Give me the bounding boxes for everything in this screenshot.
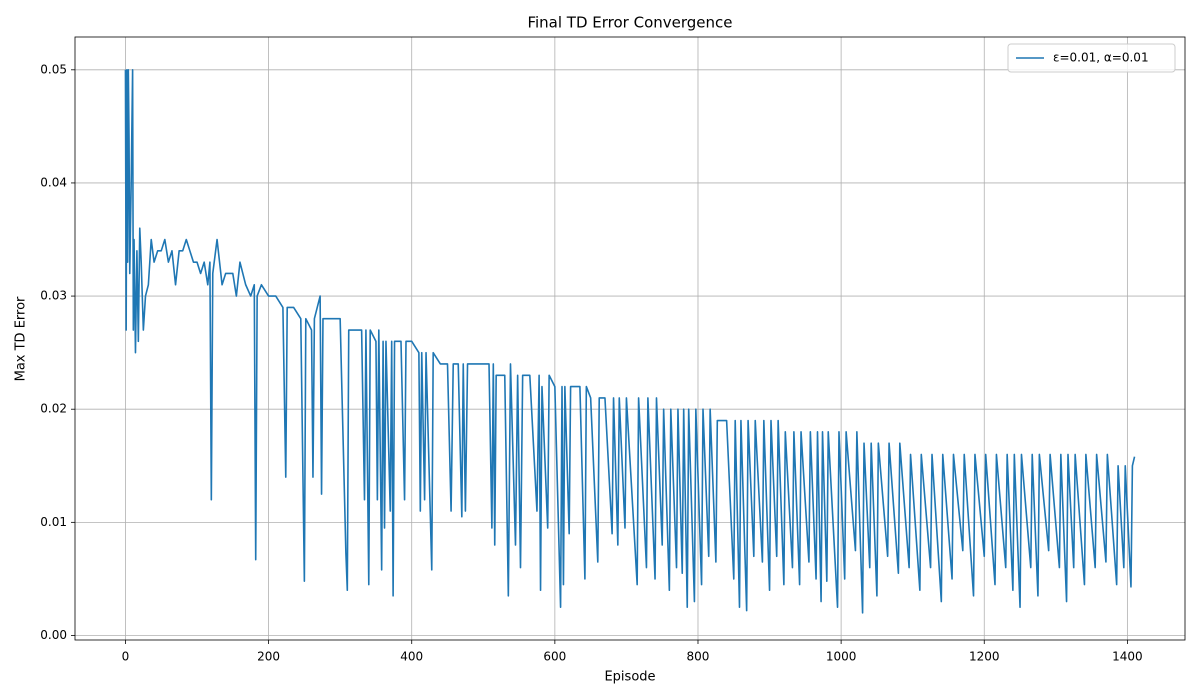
x-tick-label: 0 — [122, 650, 130, 664]
y-tick-label: 0.03 — [40, 289, 67, 303]
y-tick-label: 0.00 — [40, 628, 67, 642]
y-tick-label: 0.02 — [40, 402, 67, 416]
x-axis-label: Episode — [604, 670, 655, 685]
plot-frame — [74, 36, 1186, 641]
x-tick-label: 1200 — [969, 650, 1000, 664]
line-series — [124, 69, 1136, 614]
y-tick-label: 0.04 — [40, 175, 67, 189]
chart-title: Final TD Error Convergence — [527, 14, 732, 32]
y-tick-label: 0.05 — [40, 62, 67, 76]
x-tick-label: 400 — [400, 650, 423, 664]
x-tick-label: 1400 — [1112, 650, 1143, 664]
x-tick-label: 200 — [257, 650, 280, 664]
legend-label: ε=0.01, α=0.01 — [1053, 51, 1149, 65]
y-axis-label: Max TD Error — [14, 296, 29, 381]
x-tick-label: 800 — [687, 650, 710, 664]
x-tick-label: 600 — [543, 650, 566, 664]
x-tick-label: 1000 — [826, 650, 857, 664]
y-tick-label: 0.01 — [40, 515, 67, 529]
legend-box — [1007, 43, 1176, 73]
